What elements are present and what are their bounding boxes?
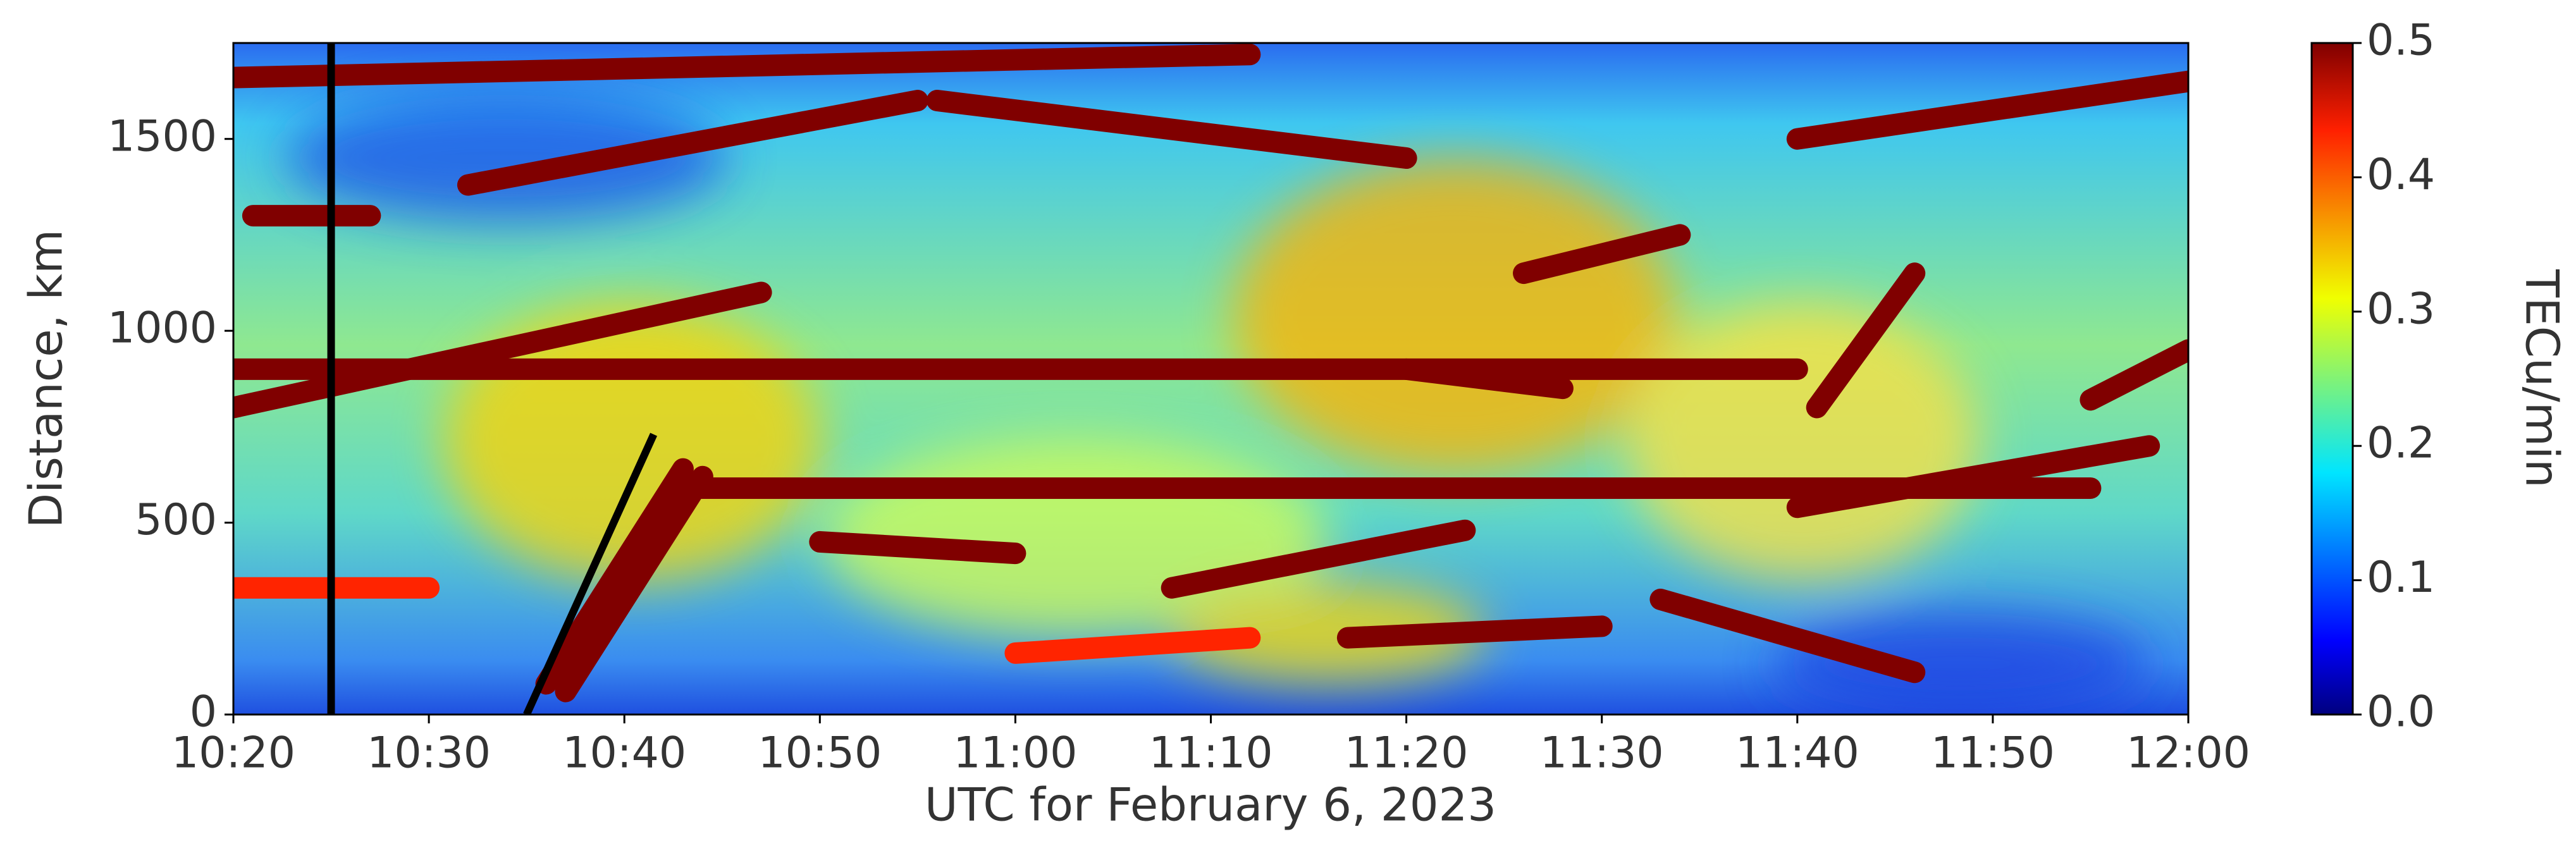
y-tick-label: 500 xyxy=(135,495,217,545)
x-tick-label: 11:10 xyxy=(1149,728,1273,778)
track xyxy=(1786,435,2160,519)
track xyxy=(809,531,1026,565)
track xyxy=(1395,358,1574,400)
track xyxy=(555,465,713,703)
track xyxy=(1161,519,1476,599)
x-tick-label: 11:50 xyxy=(1931,728,2055,778)
colorbar xyxy=(2310,42,2354,716)
y-tick-label: 1000 xyxy=(108,304,217,353)
x-axis-label: UTC for February 6, 2023 xyxy=(925,778,1496,832)
track xyxy=(457,90,928,196)
track xyxy=(1336,615,1613,649)
track xyxy=(1806,262,1926,419)
x-tick-label: 11:30 xyxy=(1540,728,1664,778)
colorbar-tick-label: 0.5 xyxy=(2367,16,2435,66)
colorbar-tick-label: 0.2 xyxy=(2367,419,2435,469)
x-tick-label: 10:50 xyxy=(758,728,882,778)
track xyxy=(535,458,694,695)
y-tick-label: 1500 xyxy=(108,111,217,161)
colorbar-tick-label: 0.3 xyxy=(2367,284,2435,334)
annotation-line xyxy=(523,433,658,715)
x-tick-label: 12:00 xyxy=(2126,728,2250,778)
x-tick-label: 11:20 xyxy=(1345,728,1469,778)
tracks xyxy=(233,43,2188,715)
track xyxy=(233,281,772,419)
y-axis-label: Distance, km xyxy=(20,230,73,528)
track xyxy=(2080,339,2188,411)
track xyxy=(1786,70,2188,150)
track xyxy=(1004,627,1261,664)
track xyxy=(1513,224,1691,285)
x-tick-label: 10:20 xyxy=(171,728,295,778)
x-tick-label: 10:30 xyxy=(367,728,491,778)
track xyxy=(233,44,1261,89)
x-tick-label: 11:40 xyxy=(1735,728,1859,778)
x-tick-label: 11:00 xyxy=(953,728,1077,778)
colorbar-tick-label: 0.4 xyxy=(2367,150,2435,200)
colorbar-tick-label: 0.0 xyxy=(2367,687,2435,737)
background-field xyxy=(233,43,2188,715)
y-tick-label: 0 xyxy=(190,687,217,737)
track xyxy=(926,90,1417,169)
x-tick-label: 10:40 xyxy=(562,728,686,778)
track xyxy=(1649,588,1926,684)
colorbar-label: TECu/min xyxy=(2515,269,2568,488)
colorbar-tick-label: 0.1 xyxy=(2367,553,2435,603)
